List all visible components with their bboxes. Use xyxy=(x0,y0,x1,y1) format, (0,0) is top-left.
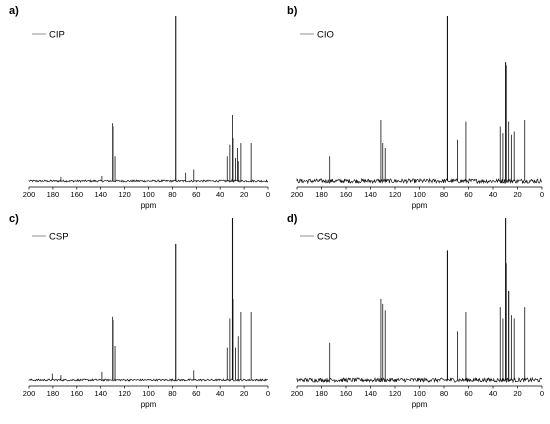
x-axis-label: ppm xyxy=(141,400,157,409)
x-tick-label: 120 xyxy=(389,190,402,199)
x-tick-label: 180 xyxy=(315,389,328,398)
spectrum-baseline xyxy=(296,376,543,384)
x-tick-label: 140 xyxy=(364,389,377,398)
x-tick-label: 200 xyxy=(291,389,304,398)
legend-label: CIO xyxy=(317,30,334,41)
x-tick-label: 80 xyxy=(168,389,176,398)
legend-label: CIP xyxy=(49,30,65,41)
panel-label: a) xyxy=(9,5,19,17)
x-tick-label: 200 xyxy=(23,190,36,199)
x-tick-label: 120 xyxy=(389,389,402,398)
panel-label: b) xyxy=(287,5,298,17)
x-tick-label: 180 xyxy=(315,190,328,199)
x-tick-label: 80 xyxy=(440,190,448,199)
x-tick-label: 160 xyxy=(71,190,84,199)
x-tick-label: 40 xyxy=(489,389,497,398)
x-tick-label: 20 xyxy=(513,389,521,398)
x-axis-label: ppm xyxy=(412,201,428,210)
x-tick-label: 140 xyxy=(364,190,377,199)
panel-label: d) xyxy=(287,213,298,225)
x-tick-label: 140 xyxy=(94,389,107,398)
x-tick-label: 180 xyxy=(47,190,60,199)
x-tick-label: 160 xyxy=(340,389,353,398)
x-tick-label: 0 xyxy=(540,389,544,398)
x-tick-label: 200 xyxy=(23,389,36,398)
x-tick-label: 20 xyxy=(240,389,248,398)
x-tick-label: 60 xyxy=(464,389,472,398)
x-tick-label: 60 xyxy=(464,190,472,199)
x-axis-label: ppm xyxy=(412,400,428,409)
x-tick-label: 160 xyxy=(71,389,84,398)
x-tick-label: 0 xyxy=(540,190,544,199)
spectrum-baseline xyxy=(28,179,269,183)
x-tick-label: 60 xyxy=(192,190,200,199)
x-tick-label: 100 xyxy=(142,389,155,398)
x-tick-label: 100 xyxy=(413,190,426,199)
x-tick-label: 0 xyxy=(266,190,270,199)
x-tick-label: 40 xyxy=(489,190,497,199)
x-tick-label: 40 xyxy=(216,389,224,398)
x-tick-label: 100 xyxy=(413,389,426,398)
spectrum-baseline xyxy=(296,177,543,185)
x-tick-label: 0 xyxy=(266,389,270,398)
x-axis-label: ppm xyxy=(141,201,157,210)
legend-label: CSP xyxy=(49,232,69,243)
x-tick-label: 160 xyxy=(340,190,353,199)
panel-label: c) xyxy=(9,213,19,225)
spectrum-baseline xyxy=(28,378,268,382)
x-tick-label: 80 xyxy=(168,190,176,199)
legend-label: CSO xyxy=(317,232,338,243)
x-tick-label: 120 xyxy=(118,389,131,398)
x-tick-label: 40 xyxy=(216,190,224,199)
x-tick-label: 80 xyxy=(440,389,448,398)
x-tick-label: 140 xyxy=(94,190,107,199)
x-tick-label: 120 xyxy=(118,190,131,199)
x-tick-label: 180 xyxy=(47,389,60,398)
x-tick-label: 60 xyxy=(192,389,200,398)
x-tick-label: 200 xyxy=(291,190,304,199)
x-tick-label: 20 xyxy=(513,190,521,199)
x-tick-label: 20 xyxy=(240,190,248,199)
x-tick-label: 100 xyxy=(142,190,155,199)
